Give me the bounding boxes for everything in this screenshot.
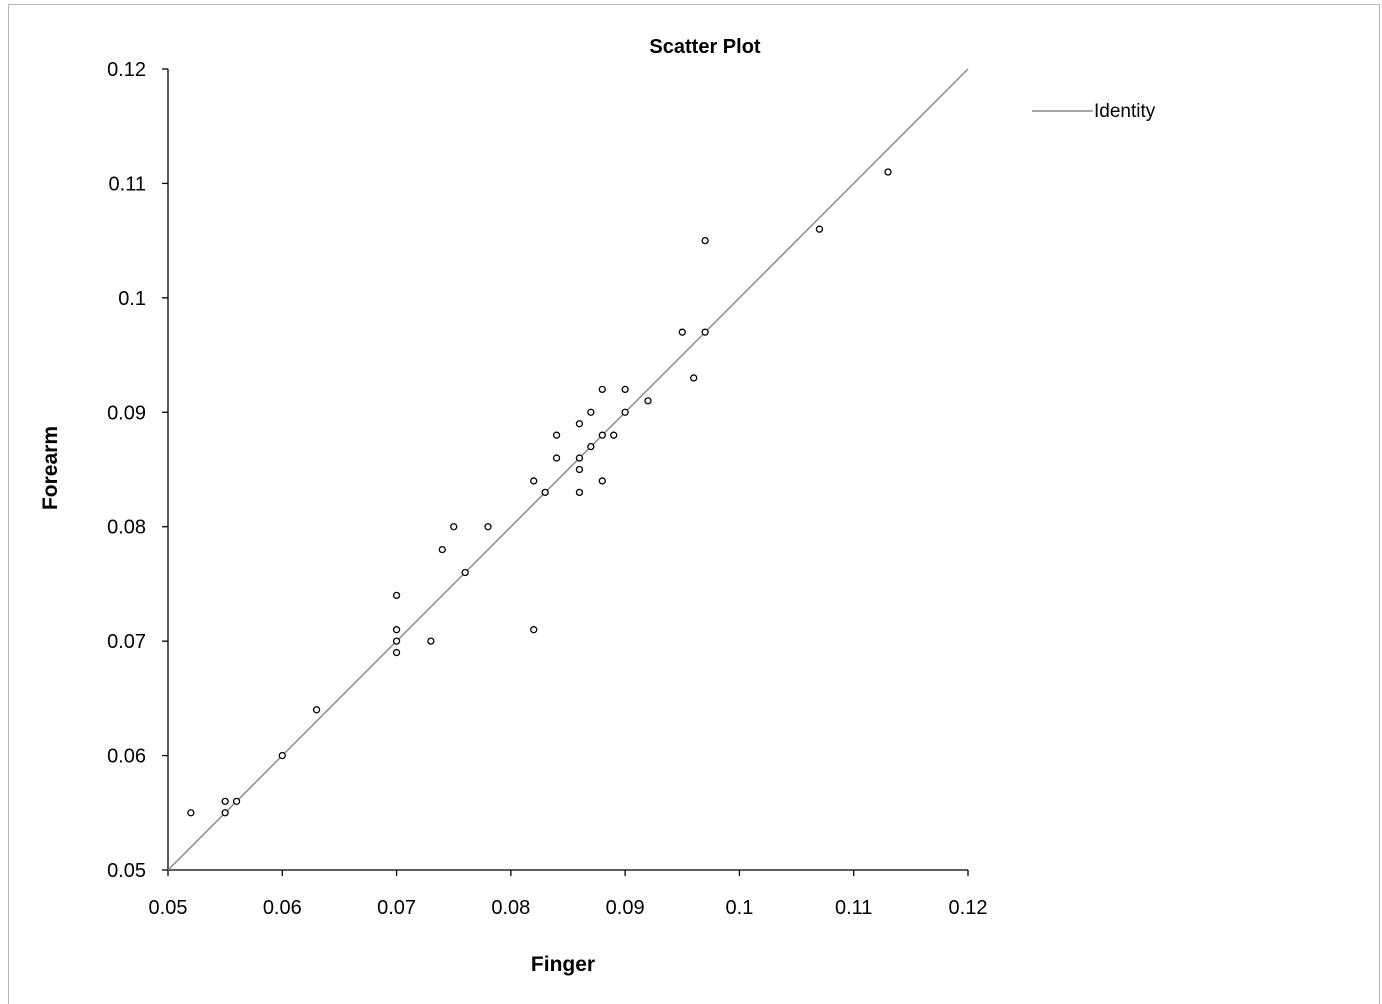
data-point <box>221 797 229 805</box>
x-tick-label: 0.09 <box>606 897 645 919</box>
data-point <box>530 626 538 634</box>
data-point <box>541 488 549 497</box>
data-point <box>552 454 561 462</box>
data-point <box>598 477 606 485</box>
identity-line <box>167 68 969 871</box>
x-tick-label: 0.07 <box>377 897 416 919</box>
data-point <box>232 797 241 805</box>
y-axis-title: Forearm <box>39 426 62 510</box>
data-point <box>427 637 435 645</box>
data-point <box>450 523 458 531</box>
y-tick-label: 0.06 <box>107 746 146 768</box>
data-point <box>575 488 584 497</box>
data-point <box>530 477 538 485</box>
data-point <box>552 431 561 439</box>
data-point <box>575 420 584 428</box>
y-tick-label: 0.1 <box>118 288 146 310</box>
x-tick-label: 0.08 <box>491 897 530 919</box>
axes: 0.05 0.06 0.07 0.08 0.09 0.1 0.11 0.12 0.05 0.06 0… <box>107 59 987 919</box>
x-axis-title: Finger <box>531 953 595 976</box>
data-point <box>187 809 195 817</box>
x-tick-label: 0.1 <box>726 897 754 919</box>
data-point <box>587 408 595 416</box>
data-point <box>278 751 286 760</box>
data-point <box>690 374 698 382</box>
data-point <box>678 328 686 336</box>
x-tick-label: 0.12 <box>949 897 988 919</box>
y-tick-label: 0.09 <box>107 402 146 424</box>
data-points <box>187 168 892 817</box>
data-point <box>610 431 618 439</box>
data-point <box>587 442 595 451</box>
data-point <box>461 568 469 577</box>
x-tick-label: 0.05 <box>149 897 188 919</box>
y-tick-label: 0.12 <box>107 59 146 81</box>
chart-frame <box>8 4 1380 1004</box>
identity-line-path <box>167 68 969 871</box>
y-tick-label: 0.07 <box>107 631 146 653</box>
data-point <box>598 385 606 394</box>
data-point <box>438 545 446 554</box>
data-point <box>575 454 584 462</box>
data-point <box>575 465 584 474</box>
x-tick-label: 0.11 <box>835 897 872 919</box>
data-point <box>392 637 401 645</box>
data-point <box>701 328 709 336</box>
y-tick-label: 0.08 <box>107 517 146 539</box>
data-point <box>484 523 492 531</box>
legend: Identity <box>1032 101 1156 122</box>
data-point <box>392 591 401 600</box>
chart-title: Scatter Plot <box>649 36 760 58</box>
y-tick-label: 0.05 <box>107 860 146 882</box>
data-point <box>392 626 401 634</box>
data-point <box>221 809 229 817</box>
data-point <box>598 431 606 439</box>
data-point <box>884 168 892 176</box>
data-point <box>644 397 652 405</box>
data-point <box>701 236 709 245</box>
data-point <box>312 706 321 714</box>
data-point <box>621 408 629 416</box>
data-point <box>392 648 401 657</box>
data-point <box>815 225 824 233</box>
x-tick-label: 0.06 <box>263 897 302 919</box>
legend-identity-label: Identity <box>1094 101 1156 122</box>
data-point <box>621 385 629 394</box>
y-tick-label: 0.11 <box>109 173 146 195</box>
